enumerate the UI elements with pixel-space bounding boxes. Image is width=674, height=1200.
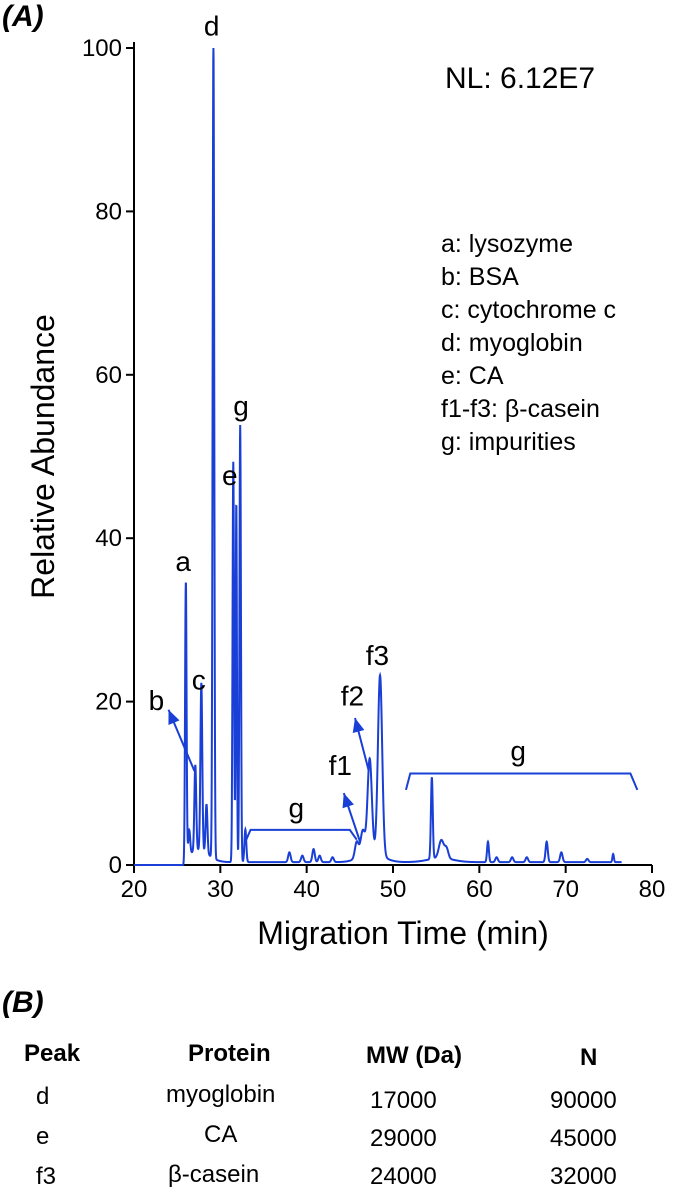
table-header-peak: Peak [24, 1040, 81, 1067]
table-cell-peak: f3 [36, 1163, 57, 1190]
legend-entry: a: lysozyme [441, 230, 573, 258]
nl-label: NL: 6.12E7 [445, 62, 595, 95]
peak-label: g [233, 391, 249, 422]
x-tick-label: 50 [380, 876, 407, 903]
legend-entry: f1-f3: β-casein [441, 395, 600, 423]
peak-arrowhead [342, 793, 354, 809]
panel-a-label: (A) [2, 0, 44, 33]
table-cell-mw: 17000 [370, 1087, 437, 1114]
y-tick-label: 100 [82, 35, 122, 62]
legend-entry: g: impurities [441, 428, 576, 456]
y-tick-label: 80 [95, 198, 122, 225]
table-header-protein: Protein [188, 1040, 271, 1067]
peak-label: f1 [329, 750, 352, 781]
x-tick-label: 20 [121, 876, 148, 903]
peak-label: d [204, 11, 220, 42]
x-tick-label: 30 [207, 876, 234, 903]
table-cell-protein: CA [204, 1121, 238, 1148]
x-tick-label: 80 [639, 876, 666, 903]
peak-label: g [289, 793, 305, 824]
table-cell-n: 45000 [550, 1125, 617, 1152]
table-cell-protein: myoglobin [166, 1081, 276, 1108]
table-cell-mw: 29000 [370, 1125, 437, 1152]
table-header-n: N [580, 1044, 598, 1071]
peak-label: a [175, 546, 191, 577]
table-cell-n: 32000 [550, 1163, 617, 1190]
legend-entry: c: cytochrome c [441, 296, 616, 324]
impurity-bracket [245, 828, 358, 841]
table-cell-n: 90000 [550, 1087, 617, 1114]
table-cell-peak: e [36, 1123, 50, 1150]
electropherogram-trace [134, 47, 622, 866]
table-header-mw: MW (Da) [366, 1042, 462, 1069]
x-tick-label: 70 [552, 876, 579, 903]
peak-label: f3 [366, 640, 389, 671]
table-cell-mw: 24000 [370, 1163, 437, 1190]
legend-entry: b: BSA [441, 263, 519, 291]
peak-arrowhead [168, 709, 180, 726]
y-tick-label: 20 [95, 689, 122, 716]
impurity-bracket [404, 772, 639, 791]
peak-label: g [510, 735, 526, 766]
y-tick-label: 0 [109, 852, 122, 879]
table-cell-peak: d [36, 1083, 50, 1110]
x-axis-label: Migration Time (min) [257, 915, 549, 951]
peak-label: e [222, 460, 238, 491]
x-tick-label: 40 [293, 876, 320, 903]
y-axis-label: Relative Abundance [25, 314, 61, 599]
peak-label: f2 [341, 681, 364, 712]
peak-arrowhead [352, 717, 365, 733]
table-cell-protein: β-casein [168, 1161, 260, 1188]
legend-entry: d: myoglobin [441, 329, 583, 357]
y-tick-label: 60 [95, 362, 122, 389]
panel-b-label: (B) [2, 986, 44, 1019]
peak-label: b [149, 685, 165, 716]
x-tick-label: 60 [466, 876, 493, 903]
legend-entry: e: CA [441, 362, 504, 390]
peak-label: c [192, 664, 206, 695]
y-tick-label: 40 [95, 525, 122, 552]
